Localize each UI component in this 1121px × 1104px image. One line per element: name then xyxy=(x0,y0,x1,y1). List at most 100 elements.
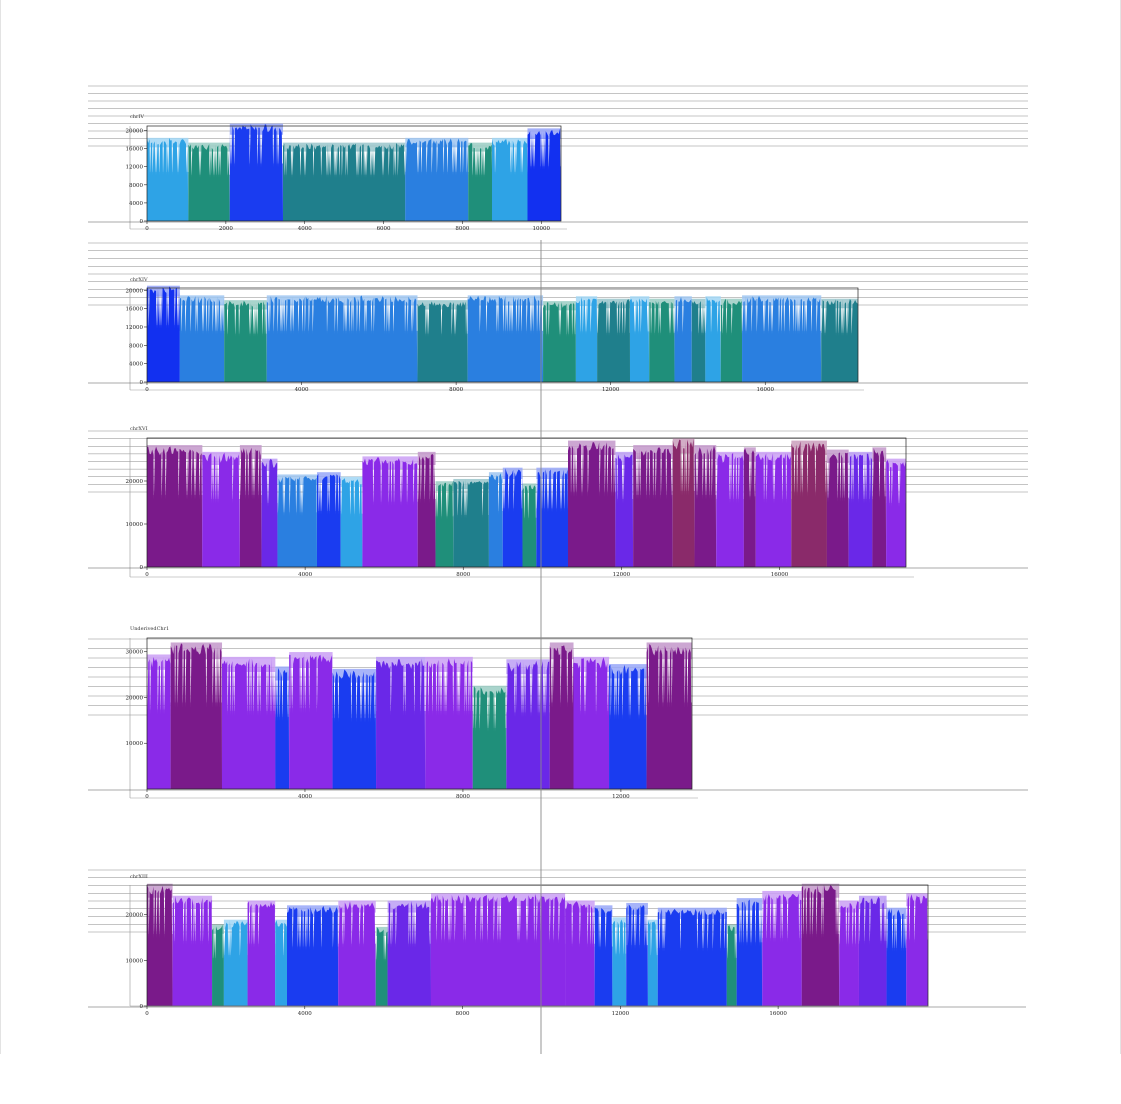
x-tick-label: 4000 xyxy=(295,387,309,393)
coverage-segment xyxy=(147,884,173,1006)
coverage-segment xyxy=(886,459,906,567)
coverage-segment xyxy=(839,901,859,1006)
track-title: UnderivedChr1 xyxy=(130,626,169,632)
segment-highlight xyxy=(612,917,627,928)
x-tick-label: 16000 xyxy=(769,1011,787,1017)
segment-highlight xyxy=(657,907,727,919)
coverage-segment xyxy=(906,894,928,1006)
coverage-segment xyxy=(261,458,278,567)
segment-highlight xyxy=(743,447,756,462)
plot-frame xyxy=(146,437,907,568)
coverage-segment xyxy=(649,300,675,382)
coverage-segment xyxy=(467,295,544,382)
x-tick-label: 12000 xyxy=(612,1011,630,1017)
coverage-segment xyxy=(376,658,426,789)
x-tick-label: 0 xyxy=(145,794,149,800)
segment-highlight xyxy=(287,905,339,917)
coverage-segment xyxy=(762,891,802,1006)
coverage-segment xyxy=(755,453,792,567)
x-tick-label: 0 xyxy=(145,1011,149,1017)
track-title: chrXIV xyxy=(130,277,148,283)
segment-highlight xyxy=(527,128,561,139)
coverage-segment xyxy=(275,668,290,789)
coverage-segment xyxy=(801,884,840,1006)
coverage-segment xyxy=(453,479,489,567)
segment-highlight xyxy=(575,296,598,307)
coverage-segment xyxy=(647,920,658,1006)
coverage-segment xyxy=(630,298,650,382)
y-tick-label: 16000 xyxy=(126,147,144,153)
segment-highlight xyxy=(691,298,706,309)
segment-highlight xyxy=(633,445,673,460)
coverage-segment xyxy=(821,299,859,382)
segment-highlight xyxy=(375,926,388,936)
track-4: UnderivedChr1 0 4000 8000 12000 10000 20000 300… xyxy=(88,626,1028,800)
x-tick-label: 2000 xyxy=(219,226,233,232)
coverage-segment xyxy=(672,438,695,567)
coverage-segment xyxy=(239,447,262,567)
coverage-segment xyxy=(405,138,469,221)
coverage-segment xyxy=(742,295,822,382)
coverage-segment xyxy=(506,660,550,789)
coverage-segment xyxy=(202,452,240,567)
y-tick-label: 20000 xyxy=(126,288,144,294)
coverage-segment xyxy=(468,142,493,221)
coverage-segment xyxy=(417,301,468,382)
segment-highlight xyxy=(536,467,569,480)
track-title: chrIV xyxy=(130,114,144,120)
coverage-segment xyxy=(859,896,887,1006)
y-tick-label: 8000 xyxy=(129,183,143,189)
coverage-segment xyxy=(594,907,613,1006)
x-tick-label: 0 xyxy=(145,572,149,578)
coverage-segment xyxy=(338,901,376,1006)
segment-highlight xyxy=(212,924,224,934)
segment-highlight xyxy=(565,900,595,913)
coverage-segment xyxy=(277,475,317,567)
y-tick-label: 20000 xyxy=(126,479,144,485)
coverage-segment xyxy=(826,451,849,567)
coverage-segment xyxy=(340,478,363,567)
x-tick-label: 8000 xyxy=(456,572,470,578)
coverage-segment xyxy=(522,484,537,567)
coverage-segment xyxy=(575,297,598,382)
coverage-segment xyxy=(726,925,737,1006)
segment-highlight xyxy=(417,300,468,310)
coverage-segment xyxy=(147,446,203,567)
coverage-segment xyxy=(287,905,339,1006)
coverage-segment xyxy=(848,453,873,567)
y-tick-label: 4000 xyxy=(129,362,143,368)
coverage-segment xyxy=(179,295,225,382)
y-tick-label: 10000 xyxy=(126,958,144,964)
coverage-segment xyxy=(657,908,727,1006)
coverage-segment xyxy=(317,473,341,567)
segment-highlight xyxy=(755,451,792,466)
coverage-segment xyxy=(705,297,721,382)
x-tick-label: 8000 xyxy=(456,1011,470,1017)
x-tick-label: 4000 xyxy=(298,794,312,800)
y-tick-label: 4000 xyxy=(129,201,143,207)
segment-highlight xyxy=(468,142,492,152)
segment-highlight xyxy=(405,137,469,148)
segment-highlight xyxy=(283,142,406,152)
coverage-segment xyxy=(283,142,406,221)
coverage-segment xyxy=(743,448,756,567)
coverage-segment xyxy=(626,904,648,1006)
x-tick-label: 12000 xyxy=(613,572,631,578)
coverage-segment xyxy=(375,927,388,1006)
segment-highlight xyxy=(147,137,189,148)
y-tick-label: 10000 xyxy=(126,741,144,747)
coverage-segment xyxy=(188,144,230,221)
coverage-segment xyxy=(417,453,436,567)
coverage-segment xyxy=(362,456,418,567)
coverage-segment xyxy=(247,901,276,1006)
coverage-segment xyxy=(387,901,431,1006)
coverage-segment xyxy=(527,128,561,221)
coverage-segment xyxy=(472,686,507,789)
coverage-segment xyxy=(694,445,717,567)
coverage-segment xyxy=(536,469,568,567)
coverage-segment xyxy=(222,657,276,789)
y-tick-label: 30000 xyxy=(126,650,144,656)
segment-highlight xyxy=(886,907,907,919)
coverage-segment xyxy=(147,656,171,789)
coverage-segment xyxy=(736,899,763,1006)
